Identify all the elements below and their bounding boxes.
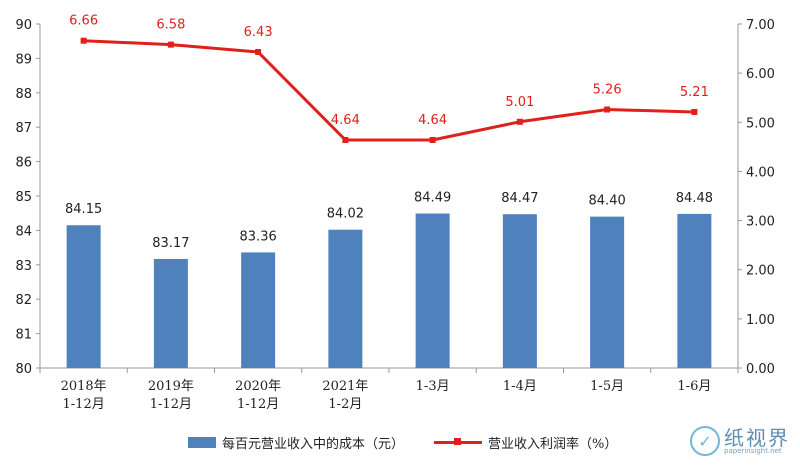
y-right-tick-label: 0.00: [746, 362, 775, 377]
x-tick-label: 2018年: [61, 379, 107, 394]
line-point: [429, 136, 436, 143]
x-tick-label: 1-6月: [677, 379, 711, 394]
line-point: [516, 118, 523, 125]
line-series: [80, 37, 698, 143]
watermark-name: 纸视界: [724, 425, 790, 450]
watermark: ✓ 纸视界 paperinsight.net: [690, 426, 790, 456]
legend-label-margin: 营业收入利润率（%）: [488, 436, 618, 452]
line-value-label: 4.64: [418, 113, 447, 128]
y-right-tick-label: 3.00: [746, 215, 775, 230]
x-tick-label: 1-2月: [328, 397, 362, 412]
line-point: [255, 49, 262, 56]
y-right-tick-label: 5.00: [746, 116, 775, 131]
y-left-tick-label: 85: [15, 190, 32, 205]
line-point: [691, 108, 698, 115]
x-tick-label: 2020年: [235, 379, 281, 394]
line-point: [167, 41, 174, 48]
bar-value-label: 84.15: [65, 202, 102, 217]
bar-value-label: 84.49: [414, 191, 451, 206]
y-left-tick-label: 84: [15, 224, 32, 239]
bar-value-label: 84.48: [676, 191, 713, 206]
bar: [241, 252, 276, 368]
y-left-tick-label: 89: [15, 52, 32, 67]
line-value-label: 6.43: [244, 25, 273, 40]
axes: 80 81 82 83 84 85 86 87 88 89 90 0.00 1.00 2.00 3.00 4.…: [15, 18, 775, 412]
line-path: [83, 39, 695, 142]
x-tick-label: 2019年: [148, 379, 194, 394]
x-tick-label: 1-3月: [416, 379, 450, 394]
bar-value-label: 84.40: [589, 194, 626, 209]
bar-value-label: 84.47: [501, 191, 538, 206]
bar: [502, 214, 537, 368]
y-left-tick-label: 83: [15, 259, 32, 274]
legend-swatch-bar: [188, 436, 216, 448]
legend-label-cost: 每百元营业收入中的成本（元）: [222, 436, 405, 452]
x-tick-label: 1-5月: [590, 379, 624, 394]
y-left-tick-label: 81: [15, 328, 32, 343]
bar: [66, 225, 101, 368]
bar: [153, 258, 188, 368]
bar-series: [66, 213, 712, 368]
y-right-tick-label: 6.00: [746, 67, 775, 82]
bar: [590, 216, 625, 368]
y-left-tick-label: 88: [15, 87, 32, 102]
line-value-label: 5.21: [680, 85, 709, 100]
watermark-url: paperinsight.net: [724, 446, 782, 455]
line-point: [604, 106, 611, 113]
bar-value-label: 83.36: [240, 229, 277, 244]
legend-swatch-line: [434, 436, 483, 448]
y-left-tick-label: 80: [15, 362, 32, 377]
bar-value-label: 83.17: [152, 236, 189, 251]
y-right-tick-label: 1.00: [746, 313, 775, 328]
x-tick-label: 2021年: [322, 379, 368, 394]
y-right-tick-label: 7.00: [746, 18, 775, 33]
y-right-tick-label: 2.00: [746, 264, 775, 279]
x-tick-label: 1-12月: [237, 397, 279, 412]
y-left-tick-label: 82: [15, 293, 32, 308]
line-value-label: 4.64: [331, 113, 360, 128]
legend: 每百元营业收入中的成本（元） 营业收入利润率（%）: [188, 432, 647, 452]
y-right-tick-label: 4.00: [746, 165, 775, 180]
line-point: [342, 136, 349, 143]
legend-item-margin: 营业收入利润率（%）: [434, 433, 617, 452]
x-tick-label: 1-4月: [503, 379, 537, 394]
data-labels: 84.15 83.17 83.36 84.02 84.49 84.47 84.40 84.48…: [65, 14, 713, 251]
line-value-label: 6.58: [156, 18, 185, 33]
y-left-tick-label: 87: [15, 121, 32, 136]
bar: [415, 213, 450, 368]
line-value-label: 6.66: [69, 14, 98, 29]
bar: [677, 213, 712, 368]
line-point: [80, 37, 87, 44]
legend-item-cost: 每百元营业收入中的成本（元）: [188, 433, 404, 452]
bar: [328, 229, 363, 368]
leaf-logo-icon: ✓: [690, 426, 720, 456]
bar-value-label: 84.02: [327, 207, 364, 222]
line-value-label: 5.01: [505, 95, 534, 110]
line-value-label: 5.26: [593, 83, 622, 98]
y-left-tick-label: 90: [15, 18, 32, 33]
x-tick-label: 1-12月: [150, 397, 192, 412]
y-left-tick-label: 86: [15, 156, 32, 171]
x-tick-label: 1-12月: [63, 397, 105, 412]
